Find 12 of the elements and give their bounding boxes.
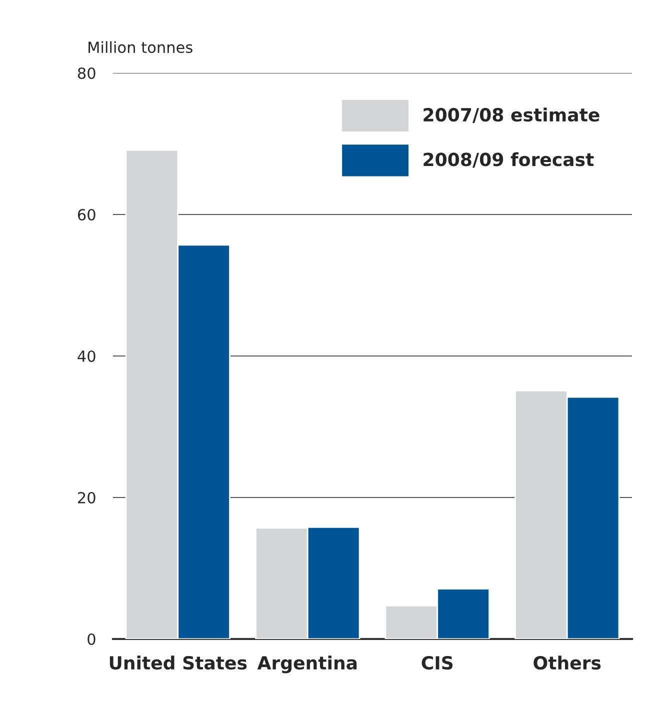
x-tick-label: Argentina <box>257 656 357 674</box>
y-axis-title: Million tonnes <box>88 41 192 54</box>
x-tick-label: Others <box>534 656 601 670</box>
x-tick-label: United States <box>110 656 247 670</box>
y-tick-label: 80 <box>78 67 96 80</box>
y-tick-label: 60 <box>78 208 96 221</box>
y-tick-label: 40 <box>78 350 96 362</box>
legend-label: 2008/09 forecast <box>424 152 594 168</box>
y-tick-label: 0 <box>88 633 96 646</box>
legend-label: 2007/08 estimate <box>424 108 600 124</box>
x-tick-label: CIS <box>422 656 453 670</box>
y-tick-label: 20 <box>78 492 96 504</box>
